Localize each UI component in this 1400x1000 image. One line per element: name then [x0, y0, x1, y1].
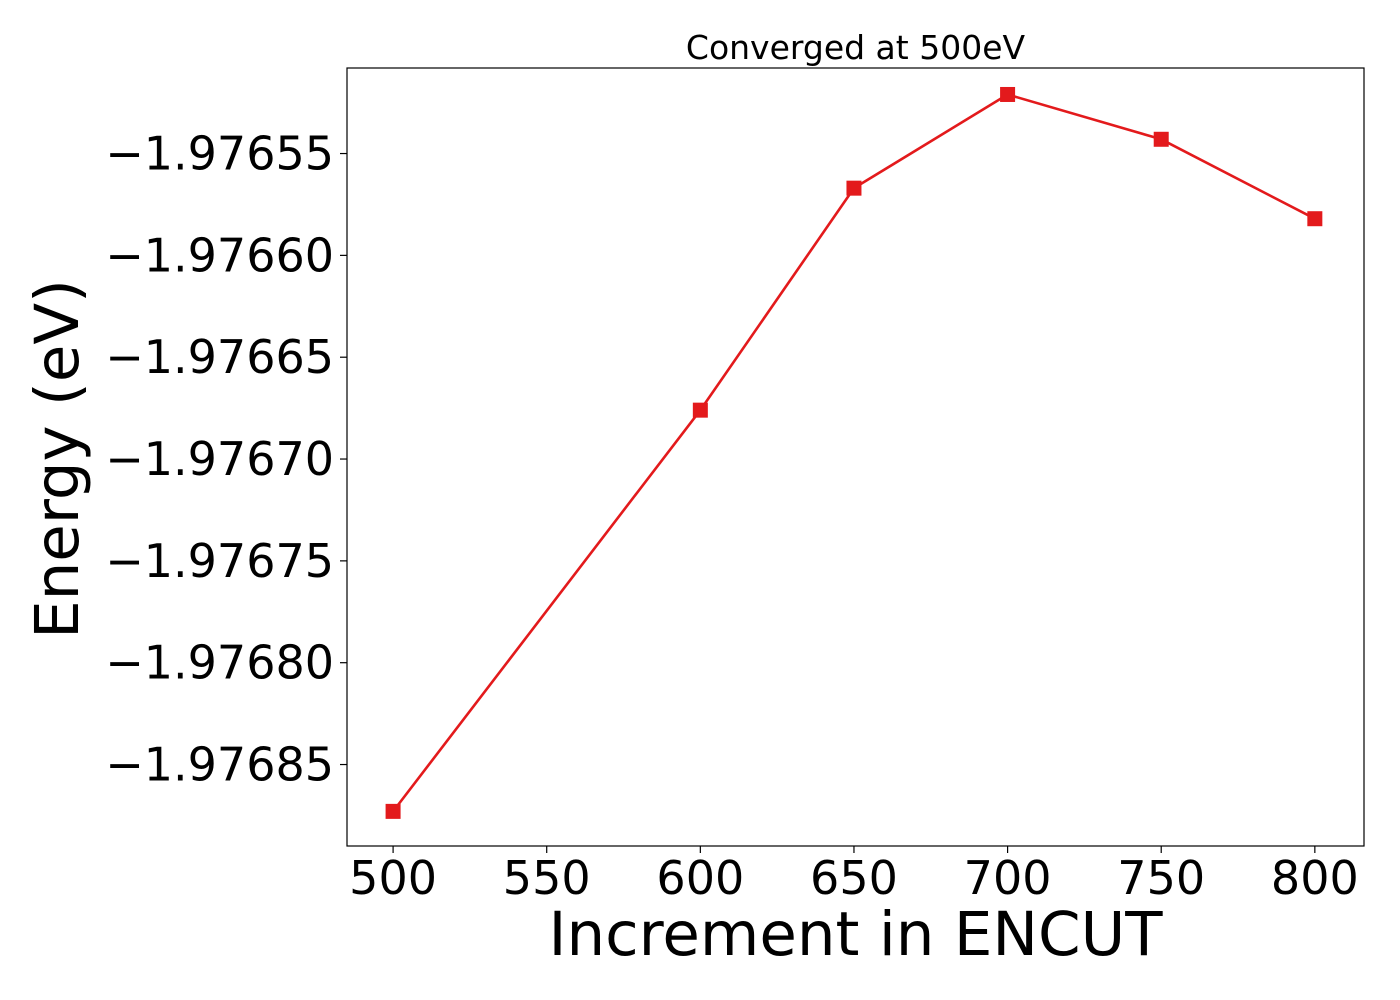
y-tick-label: −1.97660: [105, 228, 334, 282]
x-tick-label: 550: [503, 851, 591, 905]
series-layer: [385, 86, 1323, 819]
series-line: [392, 93, 1316, 813]
x-axis: 500 550 600 650 700 750 800: [349, 846, 1359, 905]
x-tick-label: 750: [1117, 851, 1205, 905]
plot-frame: [346, 67, 1365, 847]
data-point-marker: [1307, 211, 1323, 227]
y-tick-label: −1.97680: [105, 636, 334, 690]
data-point-marker: [385, 803, 401, 819]
chart-title: Converged at 500eV: [686, 28, 1026, 67]
data-point-marker: [1000, 86, 1016, 102]
x-tick-label: 700: [964, 851, 1052, 905]
x-tick-label: 600: [656, 851, 744, 905]
data-point-marker: [1153, 131, 1169, 147]
data-point-marker: [846, 180, 862, 196]
y-tick-label: −1.97670: [105, 432, 334, 486]
x-axis-title: Increment in ENCUT: [548, 899, 1163, 970]
y-axis: −1.97655 −1.97660 −1.97665 −1.97670 −1.97675…: [105, 127, 347, 792]
data-point-marker: [692, 402, 708, 418]
x-tick-label: 650: [810, 851, 898, 905]
x-tick-label: 800: [1271, 851, 1359, 905]
plot-area: [347, 68, 1364, 846]
x-tick-label: 500: [349, 851, 437, 905]
y-tick-label: −1.97675: [105, 534, 334, 588]
y-axis-title: Energy (eV): [22, 279, 93, 639]
y-tick-label: −1.97665: [105, 330, 334, 384]
y-tick-label: −1.97655: [105, 127, 334, 181]
y-tick-label: −1.97685: [105, 738, 334, 792]
